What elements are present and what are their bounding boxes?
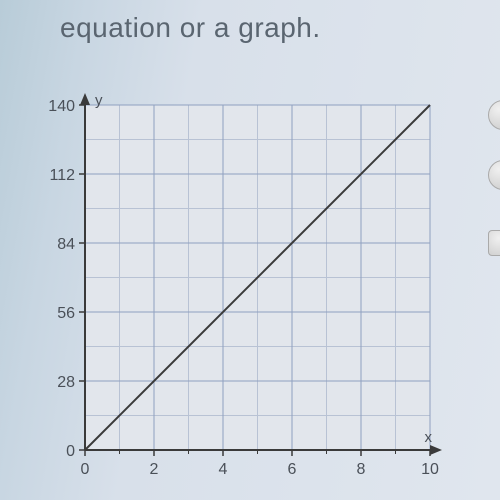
svg-text:4: 4: [219, 461, 228, 478]
svg-text:y: y: [95, 92, 103, 109]
svg-text:140: 140: [48, 98, 75, 115]
chart-svg: 0 2 4 6 8 10 0 28 56 84 112 140 y x: [30, 90, 450, 490]
chart: 0 2 4 6 8 10 0 28 56 84 112 140 y x: [30, 90, 450, 490]
svg-text:8: 8: [357, 461, 366, 478]
svg-text:112: 112: [49, 167, 75, 184]
svg-text:0: 0: [66, 443, 75, 460]
svg-text:56: 56: [57, 305, 75, 322]
header-text: equation or a graph.: [60, 12, 321, 44]
svg-text:2: 2: [150, 461, 159, 478]
svg-text:28: 28: [57, 374, 75, 391]
svg-text:6: 6: [288, 461, 297, 478]
svg-text:84: 84: [57, 236, 75, 253]
svg-text:10: 10: [421, 461, 439, 478]
svg-text:x: x: [425, 429, 433, 446]
option-button-3[interactable]: [488, 230, 500, 256]
svg-text:0: 0: [81, 461, 90, 478]
